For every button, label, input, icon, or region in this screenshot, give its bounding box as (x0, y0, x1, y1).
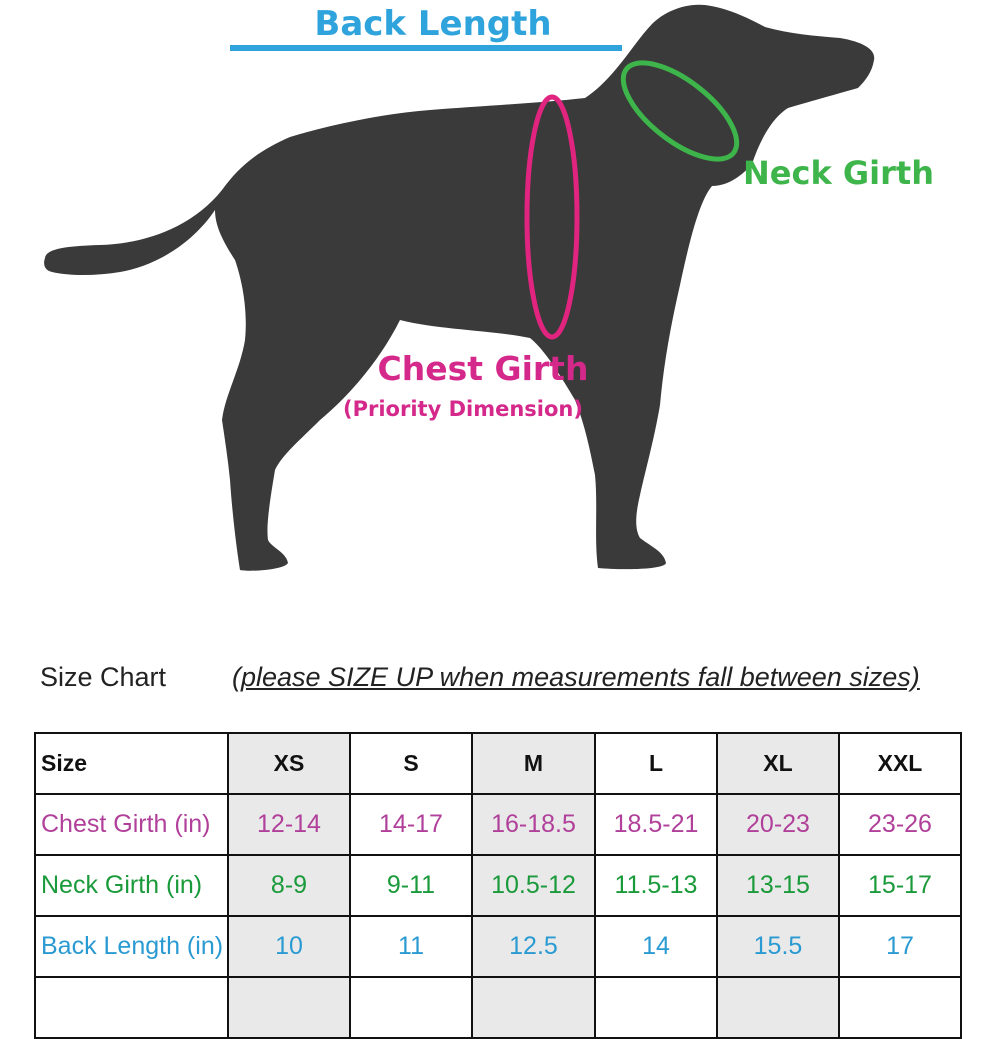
size-header-m: M (471, 732, 596, 795)
table-cell (838, 976, 962, 1039)
table-cell (594, 976, 718, 1039)
size-header-cell: Size (34, 732, 229, 795)
back-length-row: Back Length (in) 10 11 12.5 14 15.5 17 (34, 915, 962, 978)
size-up-note: (please SIZE UP when measurements fall b… (232, 662, 920, 692)
table-cell: 23-26 (838, 793, 962, 856)
table-cell: 12-14 (227, 793, 351, 856)
table-cell (34, 976, 229, 1039)
size-header-l: L (594, 732, 718, 795)
table-row-empty (34, 976, 962, 1039)
table-cell (227, 976, 351, 1039)
table-cell (471, 976, 596, 1039)
table-cell: 9-11 (349, 854, 473, 917)
table-cell: 11 (349, 915, 473, 978)
table-cell: 13-15 (716, 854, 840, 917)
chest-girth-row: Chest Girth (in) 12-14 14-17 16-18.5 18.… (34, 793, 962, 856)
size-header-s: S (349, 732, 473, 795)
table-cell: 16-18.5 (471, 793, 596, 856)
size-chart-table: Size XS S M L XL XXL Chest Girth (in) 12… (34, 732, 962, 1039)
size-header-xl: XL (716, 732, 840, 795)
table-cell: 12.5 (471, 915, 596, 978)
size-header-xs: XS (227, 732, 351, 795)
dog-measurement-diagram: Back Length Neck Girth Chest Girth (Prio… (44, 4, 934, 571)
back-length-label: Back Length (314, 4, 551, 44)
chest-girth-ring (524, 94, 580, 340)
neck-girth-row: Neck Girth (in) 8-9 9-11 10.5-12 11.5-13… (34, 854, 962, 917)
table-cell: 15.5 (716, 915, 840, 978)
table-header-row: Size XS S M L XL XXL (34, 732, 962, 795)
table-cell (716, 976, 840, 1039)
table-cell: 17 (838, 915, 962, 978)
table-cell: 10 (227, 915, 351, 978)
table-cell: 15-17 (838, 854, 962, 917)
table-cell: 8-9 (227, 854, 351, 917)
table-cell: 14 (594, 915, 718, 978)
neck-girth-ring (620, 60, 740, 162)
chest-girth-row-label: Chest Girth (in) (34, 793, 229, 856)
table-cell: 10.5-12 (471, 854, 596, 917)
chest-girth-label: Chest Girth (378, 349, 589, 388)
back-length-row-label: Back Length (in) (34, 915, 229, 978)
back-length-line (230, 45, 622, 51)
table-cell: 20-23 (716, 793, 840, 856)
neck-girth-label: Neck Girth (743, 154, 934, 192)
table-cell: 11.5-13 (594, 854, 718, 917)
dog-silhouette (44, 4, 875, 571)
neck-girth-row-label: Neck Girth (in) (34, 854, 229, 917)
table-cell (349, 976, 473, 1039)
size-header-xxl: XXL (838, 732, 962, 795)
table-cell: 14-17 (349, 793, 473, 856)
chest-priority-label: (Priority Dimension) (343, 397, 583, 421)
table-cell: 18.5-21 (594, 793, 718, 856)
size-chart-caption: Size Chart (40, 662, 167, 692)
